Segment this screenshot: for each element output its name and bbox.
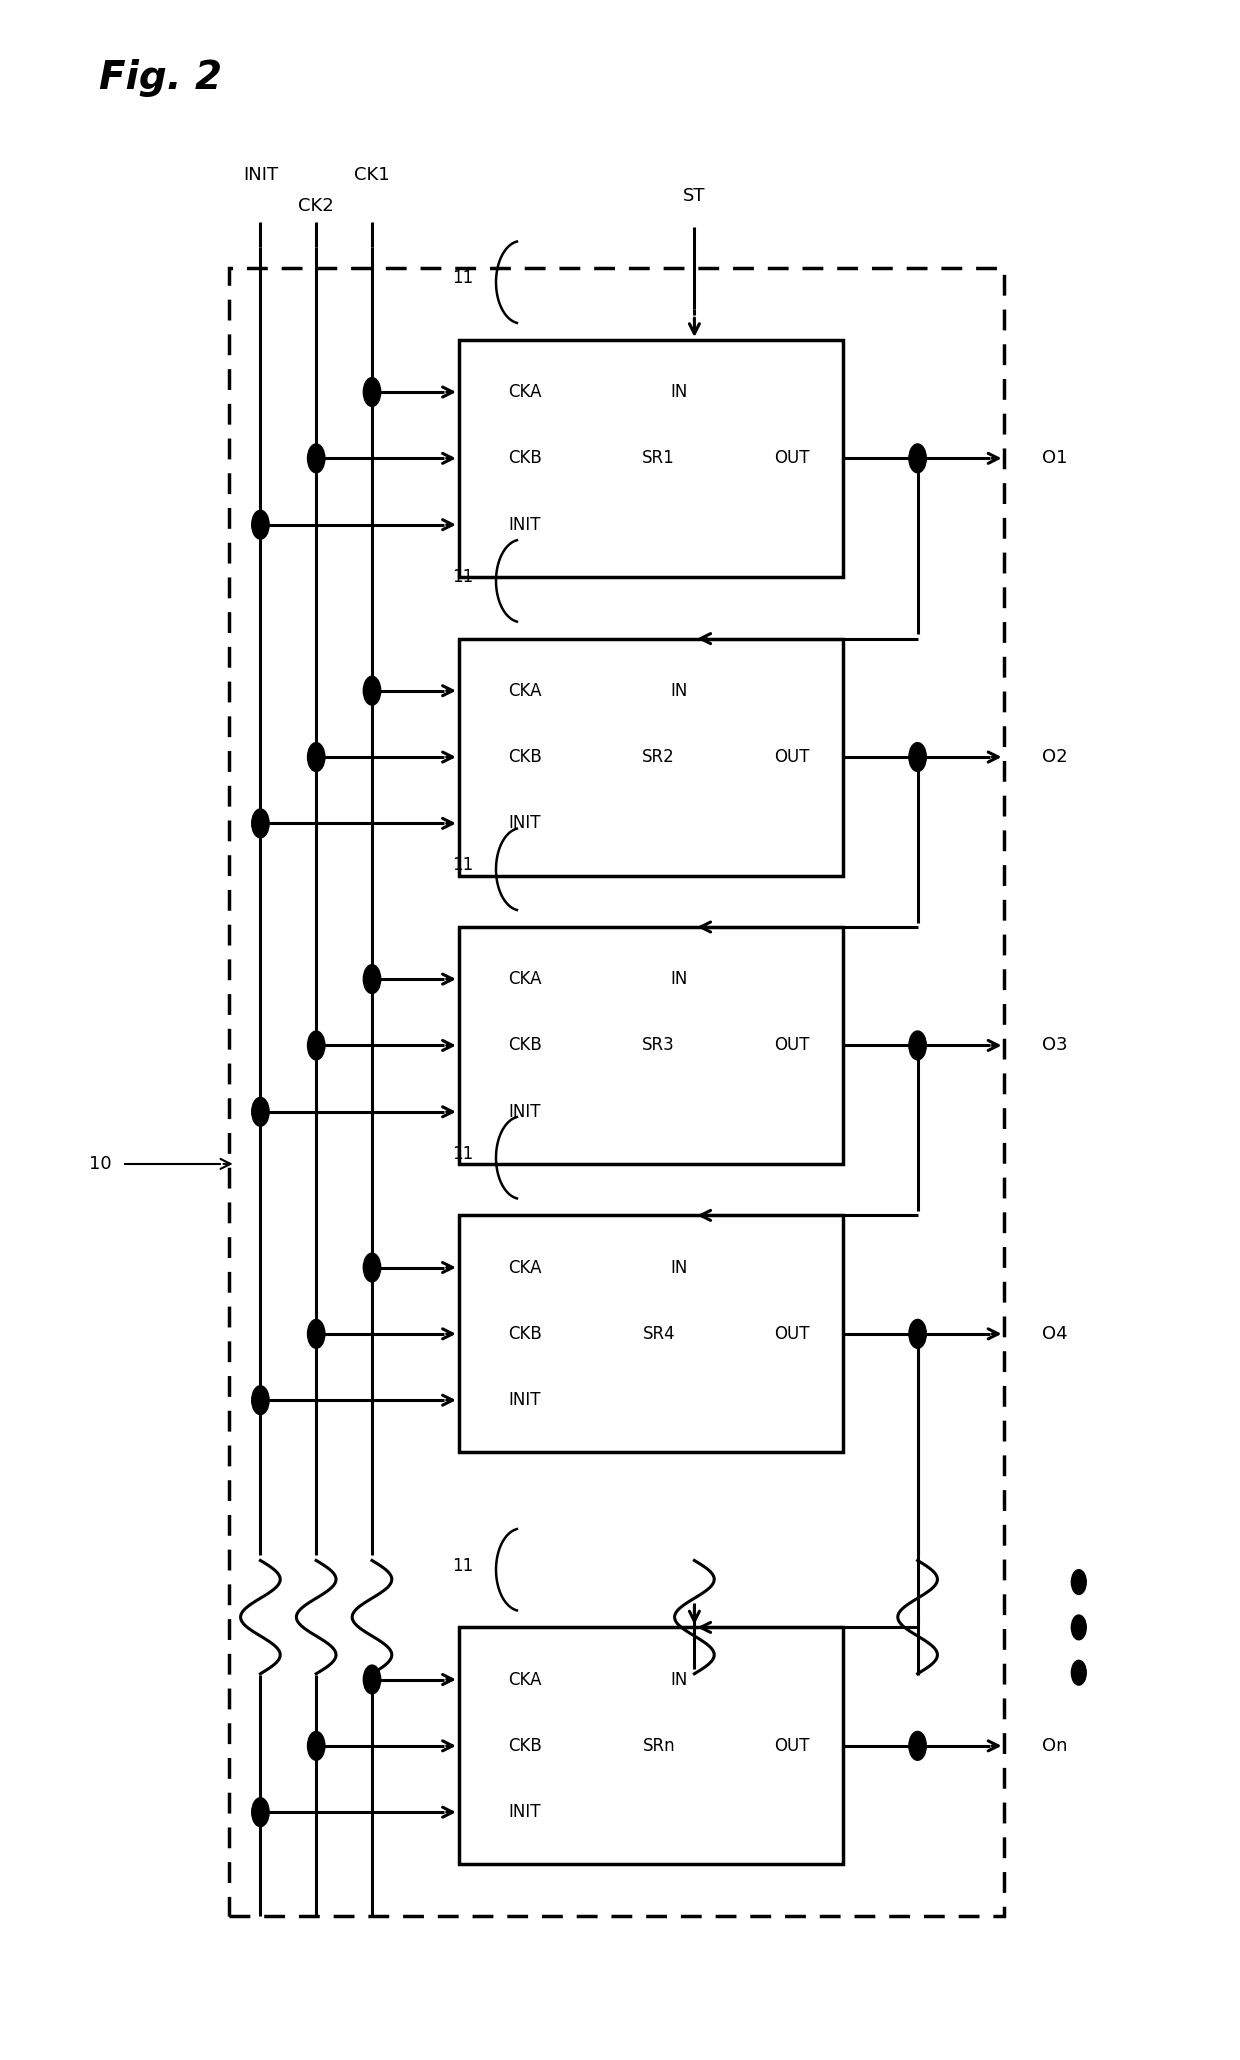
Circle shape	[909, 1730, 926, 1759]
Circle shape	[909, 744, 926, 772]
Text: IN: IN	[670, 1259, 688, 1277]
Text: 11: 11	[453, 1145, 474, 1162]
Text: CKA: CKA	[508, 383, 542, 402]
Circle shape	[308, 1320, 325, 1349]
Text: O4: O4	[1042, 1325, 1068, 1343]
Bar	[459, 340, 843, 577]
Circle shape	[252, 1098, 269, 1127]
Text: On: On	[1042, 1737, 1068, 1755]
Circle shape	[363, 676, 381, 705]
Circle shape	[363, 377, 381, 406]
Text: SRn: SRn	[642, 1737, 675, 1755]
Bar	[459, 1215, 843, 1452]
Text: O3: O3	[1042, 1036, 1068, 1055]
Text: CKA: CKA	[508, 682, 542, 700]
Text: CKB: CKB	[508, 748, 542, 766]
Circle shape	[252, 1386, 269, 1415]
Circle shape	[252, 1798, 269, 1827]
Text: INIT: INIT	[508, 814, 541, 832]
Text: INIT: INIT	[508, 515, 541, 534]
Text: 11: 11	[453, 270, 474, 286]
Text: O1: O1	[1042, 449, 1068, 468]
Circle shape	[1071, 1660, 1086, 1685]
Text: SR3: SR3	[642, 1036, 675, 1055]
Text: CKA: CKA	[508, 1259, 542, 1277]
Circle shape	[363, 964, 381, 993]
Text: CKB: CKB	[508, 1737, 542, 1755]
Text: CK2: CK2	[299, 198, 334, 214]
Circle shape	[308, 1030, 325, 1059]
Text: 11: 11	[453, 857, 474, 873]
Text: OUT: OUT	[774, 748, 810, 766]
Text: CKB: CKB	[508, 1325, 542, 1343]
Text: SR2: SR2	[642, 748, 675, 766]
Text: CKA: CKA	[508, 970, 542, 989]
Text: 10: 10	[89, 1156, 112, 1172]
Bar	[459, 639, 843, 876]
Circle shape	[909, 1320, 926, 1349]
Text: INIT: INIT	[508, 1102, 541, 1121]
Text: INIT: INIT	[508, 1390, 541, 1409]
Text: OUT: OUT	[774, 1325, 810, 1343]
Bar	[459, 1627, 843, 1864]
Circle shape	[308, 744, 325, 772]
Text: ST: ST	[683, 187, 706, 204]
Text: Fig. 2: Fig. 2	[99, 60, 222, 97]
Text: IN: IN	[670, 682, 688, 700]
Text: CKB: CKB	[508, 1036, 542, 1055]
Circle shape	[909, 445, 926, 474]
Text: SR4: SR4	[642, 1325, 675, 1343]
Text: 11: 11	[453, 569, 474, 585]
Circle shape	[252, 511, 269, 540]
Circle shape	[363, 1252, 381, 1281]
Bar	[459, 927, 843, 1164]
Text: 11: 11	[453, 1557, 474, 1574]
Circle shape	[1071, 1615, 1086, 1640]
Circle shape	[363, 1664, 381, 1693]
Bar	[229, 268, 1004, 1916]
Text: SR1: SR1	[642, 449, 675, 468]
Circle shape	[308, 1730, 325, 1759]
Text: CKA: CKA	[508, 1671, 542, 1689]
Text: OUT: OUT	[774, 449, 810, 468]
Text: CKB: CKB	[508, 449, 542, 468]
Text: O2: O2	[1042, 748, 1068, 766]
Text: OUT: OUT	[774, 1036, 810, 1055]
Circle shape	[909, 1030, 926, 1059]
Text: IN: IN	[670, 970, 688, 989]
Text: OUT: OUT	[774, 1737, 810, 1755]
Text: CK1: CK1	[355, 167, 389, 183]
Text: INIT: INIT	[508, 1802, 541, 1821]
Circle shape	[252, 810, 269, 838]
Text: IN: IN	[670, 383, 688, 402]
Circle shape	[1071, 1570, 1086, 1594]
Circle shape	[308, 445, 325, 474]
Text: INIT: INIT	[243, 167, 278, 183]
Text: IN: IN	[670, 1671, 688, 1689]
